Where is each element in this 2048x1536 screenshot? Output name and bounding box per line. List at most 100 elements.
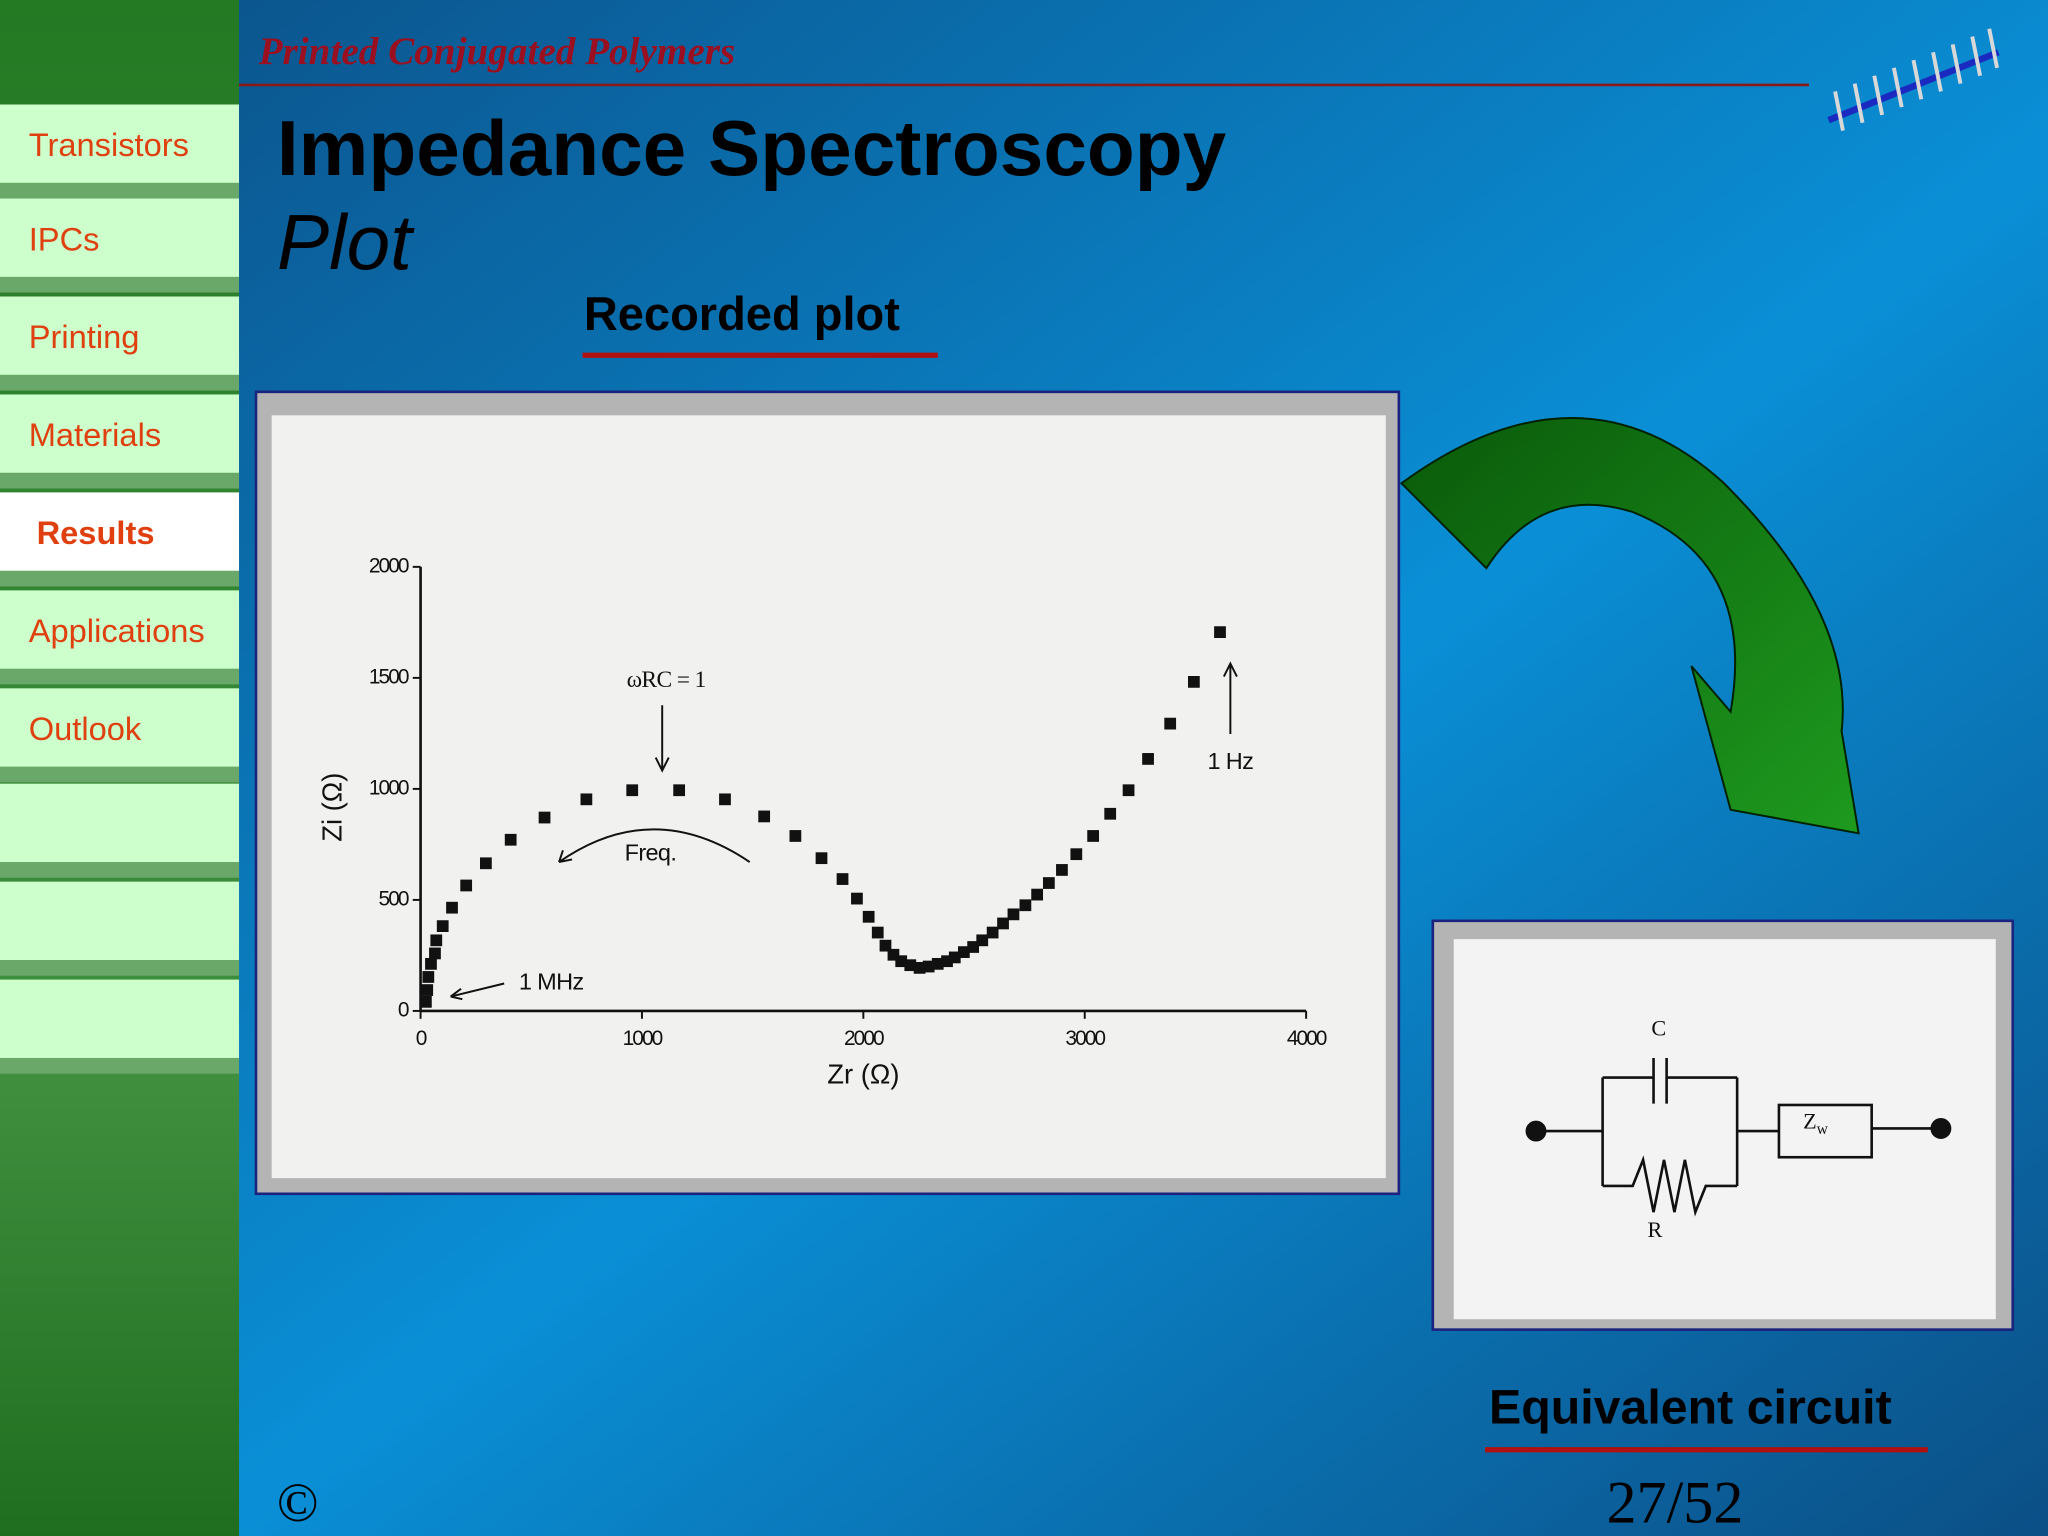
annotation: 1 MHz (519, 969, 584, 995)
capacitor-label: C (1651, 1016, 1666, 1041)
data-point (1164, 717, 1177, 730)
data-point (422, 971, 435, 983)
data-point (1056, 864, 1068, 876)
circuit (1525, 1057, 1952, 1217)
header-title: Printed Conjugated Polymers (258, 30, 736, 73)
plot-paper (271, 415, 1386, 1179)
data-point (862, 910, 875, 923)
nav-label[interactable]: Results (37, 514, 155, 551)
data-point (904, 959, 917, 972)
data-point (421, 984, 434, 996)
data-point (851, 892, 863, 905)
data-point (1188, 675, 1200, 688)
data-point (887, 948, 900, 961)
nav-item[interactable] (0, 394, 240, 473)
resistor-label: R (1647, 1217, 1662, 1242)
data-point (425, 957, 437, 970)
annotation-arrow (1222, 661, 1238, 735)
data-point (997, 917, 1009, 930)
nav-label[interactable]: Applications (29, 612, 205, 649)
data-point (1042, 877, 1055, 889)
data-point (460, 879, 473, 892)
x-tick-label: 1000 (623, 1027, 663, 1050)
nav-stripe (0, 766, 240, 783)
flow-arrow (1399, 416, 1860, 835)
data-point (1214, 626, 1226, 639)
nav-item[interactable] (0, 104, 240, 183)
nav-stripe (0, 374, 240, 391)
data-point (1122, 784, 1135, 797)
page-number: 27/52 (1607, 1468, 1744, 1535)
data-point (1087, 830, 1100, 842)
logo (1827, 28, 2000, 131)
data-point (789, 830, 802, 842)
annotation: Freq. (625, 839, 677, 865)
data-point (815, 852, 828, 865)
data-point (719, 793, 731, 806)
data-point (1070, 848, 1083, 861)
data-point (913, 961, 926, 974)
data-point (1104, 807, 1117, 820)
annotation-arrow (450, 982, 505, 1001)
data-point (1142, 753, 1154, 765)
nav-label[interactable]: Outlook (29, 710, 142, 747)
data-point (1031, 888, 1044, 901)
nav-item[interactable] (0, 492, 240, 571)
nav-blank (0, 783, 240, 863)
data-point (871, 926, 884, 939)
data-point (948, 951, 961, 964)
y-tick-label: 500 (379, 887, 409, 910)
nav-label[interactable]: Printing (29, 318, 140, 355)
nav: Transistors IPCs Printing Materials Results A… (0, 104, 240, 1074)
data-point (446, 901, 458, 914)
nav-stripe (0, 960, 240, 976)
nav-label[interactable]: Materials (29, 416, 161, 453)
data-point (836, 873, 849, 885)
data-point (967, 941, 980, 953)
y-tick-label: 0 (398, 998, 409, 1021)
data-point (941, 955, 953, 968)
y-tick-label: 2000 (369, 554, 409, 577)
slide-subtitle: Plot (277, 198, 415, 286)
plot-caption: Recorded plot (584, 287, 900, 340)
y-tick-label: 1000 (369, 776, 409, 799)
nav-stripe (0, 182, 240, 199)
nav-label[interactable]: Transistors (29, 126, 189, 163)
data-point (895, 955, 908, 968)
copyright: © (277, 1472, 319, 1533)
circuit-caption: Equivalent circuit (1489, 1380, 1892, 1434)
x-tick-label: 0 (416, 1027, 427, 1050)
data-point (922, 960, 935, 973)
chart: 0 1000 2000 3000 4000 0 500 1000 1500 2000 Zr (Ω) Z… (317, 554, 1329, 1089)
nav-label[interactable]: IPCs (29, 220, 100, 257)
nav-stripe (0, 276, 240, 293)
nav-stripe (0, 1057, 240, 1074)
data-point (1007, 908, 1020, 921)
data-point (504, 833, 517, 846)
nav-stripe (0, 570, 240, 587)
data-point (976, 934, 989, 947)
impedance-symbol: Z (1803, 1108, 1817, 1133)
data-point (957, 946, 970, 958)
annotation-arrow (654, 705, 670, 773)
annotation: 1 Hz (1208, 748, 1254, 774)
y-tick-label: 1500 (369, 665, 409, 688)
y-axis-label: Zi (Ω) (317, 773, 348, 842)
data-point (420, 995, 432, 1008)
nav-blank (0, 979, 240, 1058)
nav-item[interactable] (0, 688, 240, 767)
data-point (538, 811, 551, 824)
data-point (430, 934, 443, 947)
nav-item[interactable] (0, 198, 240, 277)
nav-item[interactable] (0, 296, 240, 375)
nav-stripe (0, 668, 240, 685)
data-point (1019, 899, 1032, 912)
data-point (986, 926, 999, 939)
nav-item[interactable] (0, 590, 240, 669)
data-point (480, 857, 492, 870)
x-tick-label: 2000 (844, 1027, 884, 1050)
data-point (931, 957, 944, 970)
data-point (673, 784, 686, 797)
